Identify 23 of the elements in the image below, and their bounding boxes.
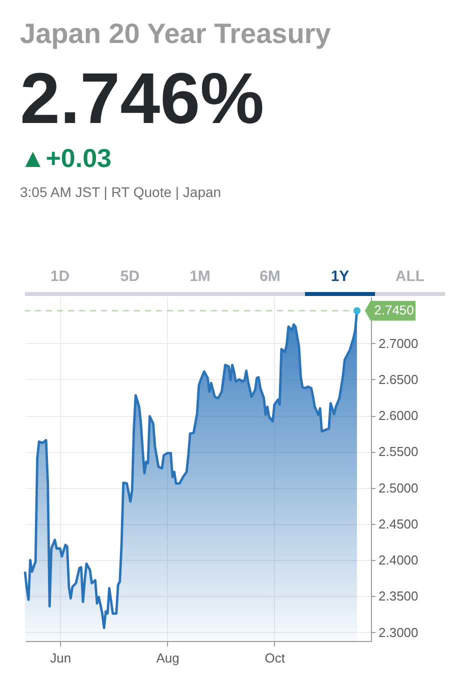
x-tick-label: Aug <box>156 650 180 666</box>
y-tick-label: 2.4000 <box>378 552 418 568</box>
chart-title: Japan 20 Year Treasury <box>20 18 332 49</box>
text: ALL <box>395 268 425 285</box>
y-tick-label: 2.5000 <box>378 480 418 496</box>
text: 1M <box>190 268 210 285</box>
y-tick-label: 2.6500 <box>378 372 418 387</box>
y-tick-label: 2.6000 <box>378 408 418 424</box>
text: 6M <box>260 268 280 285</box>
y-tick-label: 2.7000 <box>378 336 418 351</box>
text: 1Y <box>330 268 350 285</box>
y-tick-label: 2.3500 <box>378 588 418 604</box>
text: 1D <box>50 268 70 285</box>
text: ▲+0.03 <box>20 143 112 173</box>
x-tick-label: Jun <box>50 650 72 666</box>
text: 3:05 AM JST | RT Quote | Japan <box>20 184 222 200</box>
chart-subtitle: 2.746% <box>20 59 264 139</box>
y-tick-label: 2.3000 <box>378 624 418 640</box>
ref-line-label: 2.7450 <box>374 302 414 318</box>
y-tick-label: 2.5500 <box>378 444 418 460</box>
text: 5D <box>120 268 140 285</box>
y-tick-label: 2.4500 <box>378 516 418 532</box>
x-tick-label: Oct <box>264 650 286 666</box>
